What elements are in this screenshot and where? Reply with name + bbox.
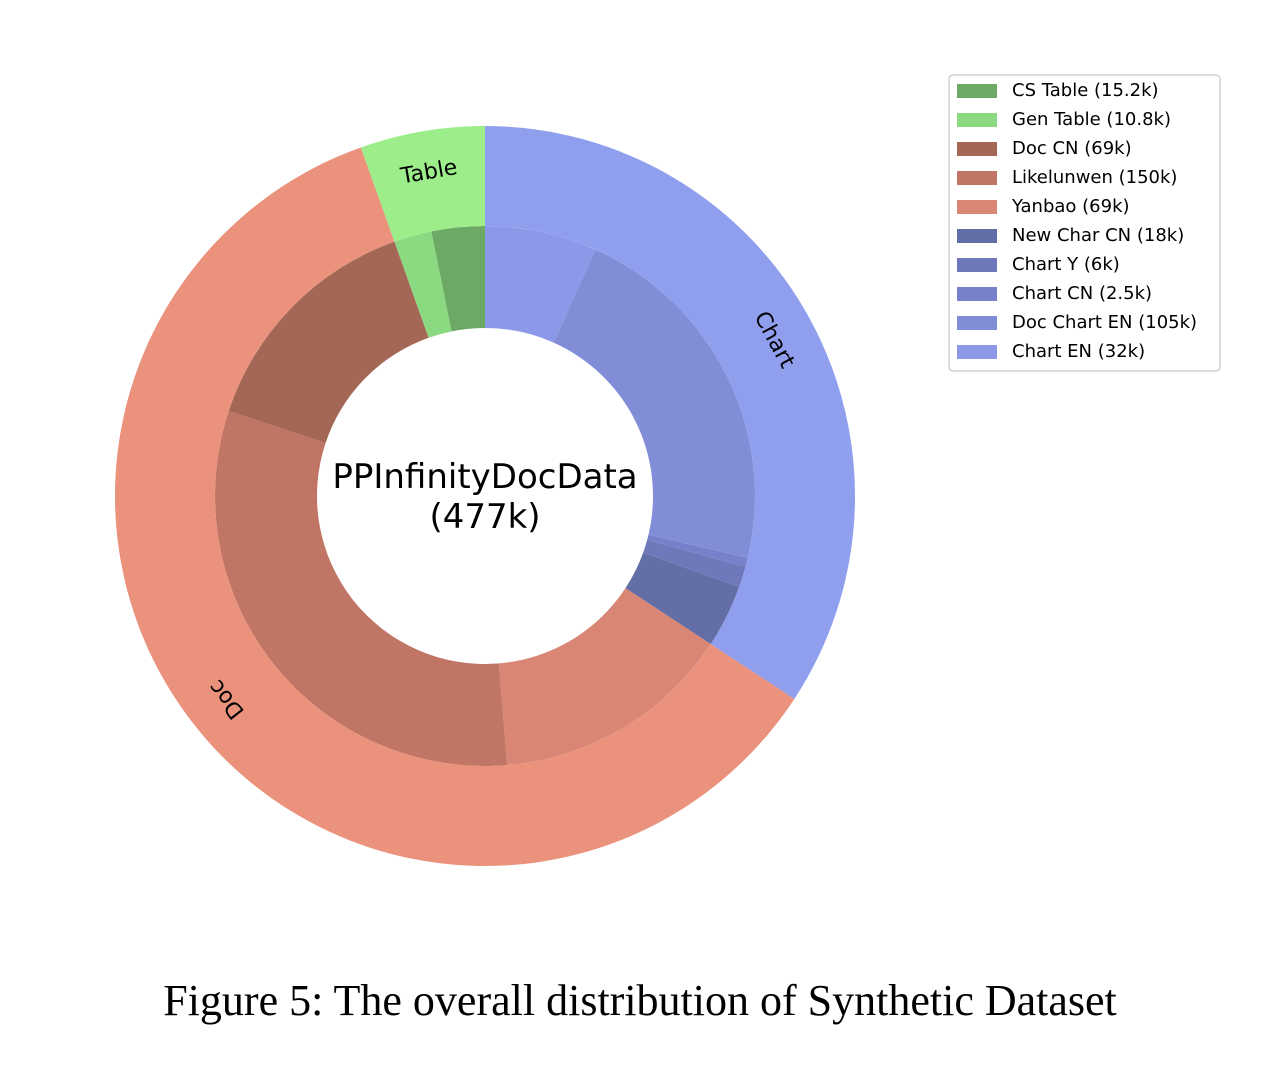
legend-swatch-likelunwen-150k xyxy=(957,171,997,185)
legend-label-cs-table-15-2k: CS Table (15.2k) xyxy=(1012,80,1159,101)
inner-slice-gen-table-10-8k xyxy=(394,231,452,338)
legend-label-doc-cn-69k: Doc CN (69k) xyxy=(1012,138,1132,159)
inner-slice-cs-table-15-2k xyxy=(431,226,485,332)
center-label-title: PPInfinityDocData xyxy=(332,457,637,497)
legend-swatch-new-char-cn-18k xyxy=(957,229,997,243)
legend-label-doc-chart-en-105k: Doc Chart EN (105k) xyxy=(1012,312,1197,333)
inner-ring xyxy=(215,226,755,766)
inner-slice-yanbao-69k xyxy=(498,588,711,766)
legend-swatch-chart-cn-2-5k xyxy=(957,287,997,301)
inner-slice-chart-y-6k xyxy=(643,539,746,587)
inner-slice-chart-en-32k xyxy=(485,226,596,343)
inner-slice-doc-chart-en-105k xyxy=(553,249,755,559)
inner-slice-new-char-cn-18k xyxy=(625,552,740,645)
legend-frame xyxy=(948,74,1221,372)
legend-label-chart-en-32k: Chart EN (32k) xyxy=(1012,341,1145,362)
legend: CS Table (15.2k) Gen Table (10.8k) Doc CN … xyxy=(948,74,1221,372)
legend-swatch-yanbao-69k xyxy=(957,200,997,214)
figure-caption: Figure 5: The overall distribution of Sy… xyxy=(163,976,1117,1025)
legend-swatch-gen-table-10-8k xyxy=(957,113,997,127)
outer-ring xyxy=(114,126,855,866)
legend-label-chart-cn-2-5k: Chart CN (2.5k) xyxy=(1012,283,1152,304)
legend-swatch-cs-table-15-2k xyxy=(957,84,997,98)
outer-slice-doc xyxy=(114,147,795,866)
legend-swatch-doc-cn-69k xyxy=(957,142,997,156)
legend-label-yanbao-69k: Yanbao (69k) xyxy=(1011,196,1130,217)
center-label-total: (477k) xyxy=(429,497,540,537)
inner-slice-doc-cn-69k xyxy=(228,241,429,444)
legend-swatch-chart-y-6k xyxy=(957,258,997,272)
legend-label-gen-table-10-8k: Gen Table (10.8k) xyxy=(1012,109,1171,130)
outer-slice-chart xyxy=(485,126,855,699)
legend-label-chart-y-6k: Chart Y (6k) xyxy=(1012,254,1120,275)
legend-label-likelunwen-150k: Likelunwen (150k) xyxy=(1012,167,1177,188)
legend-label-new-char-cn-18k: New Char CN (18k) xyxy=(1012,225,1184,246)
legend-swatch-chart-en-32k xyxy=(957,345,997,359)
inner-slice-likelunwen-150k xyxy=(215,410,508,766)
inner-slice-chart-cn-2-5k xyxy=(647,534,748,567)
legend-swatch-doc-chart-en-105k xyxy=(957,316,997,330)
legend-items: CS Table (15.2k) Gen Table (10.8k) Doc CN … xyxy=(957,80,1197,362)
outer-slice-table xyxy=(360,126,485,242)
